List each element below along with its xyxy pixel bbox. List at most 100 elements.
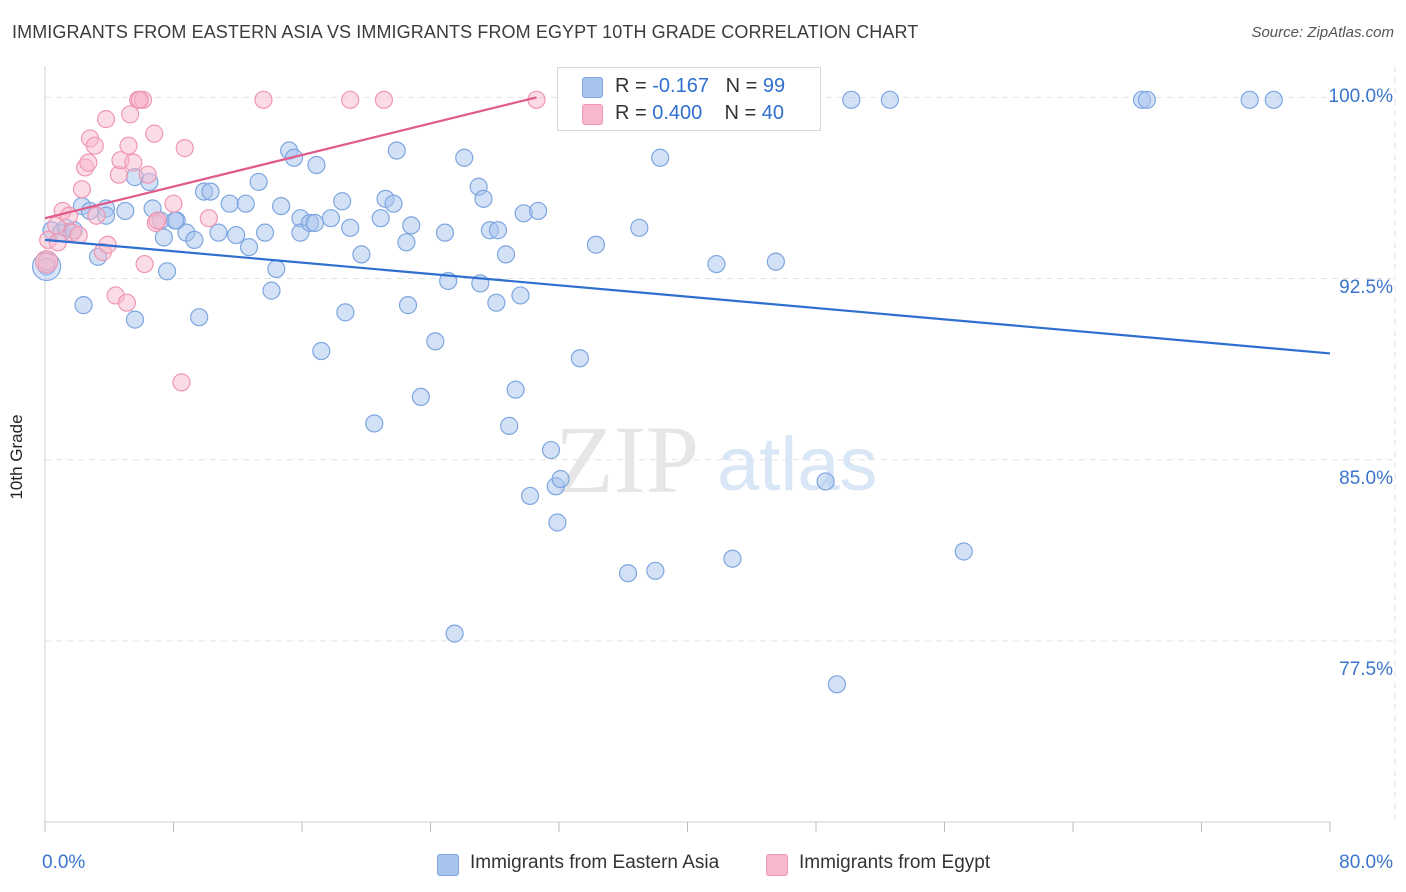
point-eastern-asia	[74, 296, 93, 315]
point-eastern-asia	[816, 472, 835, 491]
point-eastern-asia	[723, 549, 742, 568]
point-eastern-asia	[307, 155, 326, 175]
y-tick-label: 77.5%	[1339, 659, 1393, 680]
legend-swatch-pink	[582, 104, 603, 125]
point-eastern-asia	[435, 223, 455, 242]
point-eastern-asia	[880, 90, 899, 109]
point-egypt	[135, 254, 154, 274]
legend-label: Immigrants from Egypt	[799, 852, 991, 873]
point-egypt	[138, 165, 157, 184]
point-egypt	[199, 209, 218, 228]
x-tick-label: 80.0%	[1339, 852, 1393, 873]
point-eastern-asia	[474, 189, 493, 208]
point-eastern-asia	[488, 221, 508, 240]
trend-lines	[44, 96, 1331, 355]
legend-swatch-blue	[437, 854, 459, 876]
point-eastern-asia	[766, 252, 785, 271]
r-label: R =	[615, 75, 653, 97]
point-egypt	[121, 105, 140, 124]
point-eastern-asia	[397, 233, 416, 252]
point-egypt	[96, 110, 116, 129]
point-eastern-asia	[520, 486, 540, 506]
point-eastern-asia	[209, 223, 228, 242]
point-eastern-asia	[455, 148, 474, 167]
point-egypt	[130, 90, 149, 109]
n-value: 99	[762, 75, 786, 97]
r-label: R =	[615, 102, 653, 124]
watermark-zip: ZIP	[555, 406, 699, 513]
x-tick-label: 0.0%	[42, 852, 86, 873]
y-tick-label: 100.0%	[1328, 86, 1393, 107]
point-eastern-asia	[321, 209, 341, 228]
point-eastern-asia	[411, 387, 430, 407]
point-eastern-asia	[201, 182, 220, 201]
point-eastern-asia	[154, 228, 173, 247]
n-label: N =	[724, 102, 762, 124]
point-eastern-asia	[630, 218, 649, 237]
point-eastern-asia	[384, 194, 403, 213]
y-tick-label: 85.0%	[1339, 468, 1393, 489]
point-egypt	[79, 153, 98, 172]
y-axis-title: 10th Grade	[7, 414, 26, 500]
series-eastern-asia	[32, 90, 1283, 694]
point-egypt	[69, 225, 88, 245]
trend-line-egypt	[44, 96, 537, 220]
point-eastern-asia	[255, 223, 275, 242]
point-eastern-asia	[116, 201, 135, 221]
chart-source: Source: ZipAtlas.com	[1251, 24, 1394, 41]
r-value: -0.167	[652, 75, 709, 97]
point-eastern-asia	[371, 209, 390, 228]
point-eastern-asia	[272, 196, 291, 216]
point-egypt	[172, 373, 191, 392]
point-egypt	[87, 206, 106, 225]
point-eastern-asia	[333, 192, 352, 211]
point-eastern-asia	[402, 216, 421, 235]
point-egypt	[145, 124, 164, 143]
point-eastern-asia	[305, 213, 324, 233]
y-tick-label: 92.5%	[1339, 277, 1393, 298]
point-eastern-asia	[365, 414, 384, 433]
point-eastern-asia	[529, 201, 548, 221]
point-eastern-asia	[548, 513, 567, 532]
point-egypt	[85, 136, 104, 155]
watermark: ZIP atlas	[555, 406, 878, 513]
n-label: N =	[725, 75, 763, 97]
point-eastern-asia	[551, 469, 570, 489]
point-eastern-asia	[496, 245, 516, 264]
point-eastern-asia	[570, 349, 589, 368]
point-eastern-asia	[500, 416, 519, 435]
point-eastern-asia	[707, 254, 726, 274]
point-eastern-asia	[954, 542, 973, 561]
point-eastern-asia	[262, 281, 281, 300]
point-egypt	[119, 136, 138, 155]
point-egypt	[124, 153, 143, 172]
point-eastern-asia	[227, 225, 246, 245]
r-value: 0.400	[652, 102, 703, 124]
point-egypt	[254, 90, 273, 109]
point-eastern-asia	[236, 194, 255, 213]
point-eastern-asia	[387, 141, 406, 160]
legend-label: Immigrants from Eastern Asia	[470, 852, 720, 873]
n-value: 40	[761, 102, 785, 124]
point-eastern-asia	[1264, 90, 1283, 109]
point-eastern-asia	[352, 245, 371, 264]
legend-text: R = 0.400 N = 40	[615, 102, 784, 125]
point-egypt	[37, 252, 56, 271]
point-eastern-asia	[267, 259, 286, 278]
point-eastern-asia	[249, 172, 268, 192]
point-egypt	[164, 194, 183, 213]
point-eastern-asia	[646, 561, 665, 580]
series-egypt	[35, 90, 546, 392]
watermark-atlas: atlas	[717, 422, 878, 507]
point-eastern-asia	[157, 262, 177, 281]
point-eastern-asia	[426, 332, 445, 351]
point-eastern-asia	[511, 286, 530, 305]
point-eastern-asia	[190, 308, 209, 327]
trend-line-eastern-asia	[44, 238, 1331, 355]
legend-text: R = -0.167 N = 99	[615, 75, 785, 98]
point-eastern-asia	[541, 440, 561, 460]
point-egypt	[175, 139, 194, 158]
point-egypt	[148, 211, 167, 230]
point-eastern-asia	[827, 675, 846, 694]
